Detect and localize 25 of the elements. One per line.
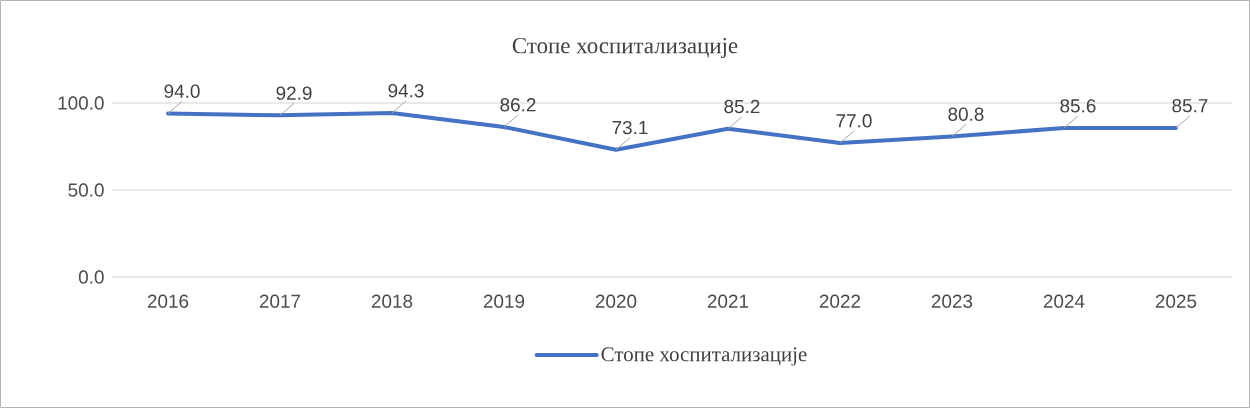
x-tick-label: 2024	[1043, 294, 1085, 308]
y-tick-label: 100.0	[58, 96, 104, 110]
x-tick-label: 2016	[147, 294, 189, 308]
data-label: 77.0	[836, 114, 872, 128]
data-label: 73.1	[612, 120, 648, 135]
x-tick-label: 2019	[483, 294, 525, 308]
x-tick-label: 2020	[595, 294, 637, 308]
data-label: 85.6	[1060, 99, 1096, 113]
data-label: 85.7	[1172, 98, 1208, 113]
chart-title: Стопе хоспитализације	[512, 37, 738, 59]
x-tick-label: 2017	[259, 294, 301, 308]
data-label: 94.3	[388, 83, 424, 98]
data-label: 92.9	[276, 86, 312, 100]
legend-label: Стопе хоспитализације	[601, 347, 807, 366]
x-tick-label: 2021	[707, 294, 749, 308]
data-label: 94.0	[164, 84, 200, 98]
data-label: 80.8	[948, 107, 984, 121]
y-tick-label: 50.0	[68, 183, 104, 197]
x-tick-label: 2023	[931, 294, 973, 308]
x-tick-label: 2025	[1155, 294, 1197, 308]
data-label: 86.2	[500, 98, 536, 112]
x-tick-label: 2018	[371, 294, 413, 308]
data-label: 85.2	[724, 99, 760, 114]
y-tick-label: 0.0	[78, 270, 104, 284]
x-tick-label: 2022	[819, 294, 861, 308]
